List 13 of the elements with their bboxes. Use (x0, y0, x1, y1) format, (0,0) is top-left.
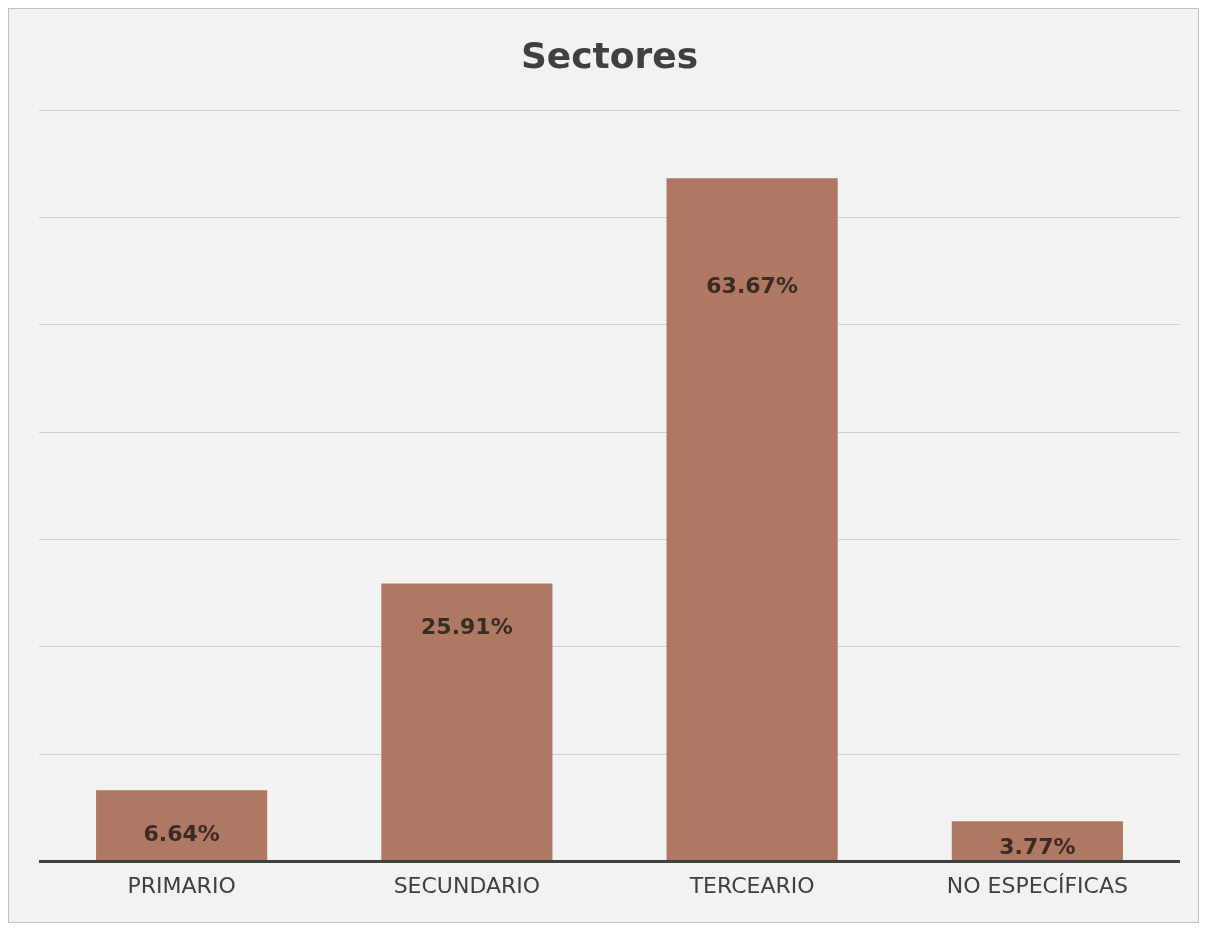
x-tick-label: TERCEARIO (688, 872, 815, 898)
x-tick-label: PRIMARIO (127, 872, 236, 898)
chart-title: Sectores (520, 34, 699, 76)
x-tick-label: SECUNDARIO (393, 872, 541, 898)
bar (666, 178, 838, 861)
data-label: 63.67% (706, 272, 798, 298)
bar (96, 790, 268, 861)
data-label: 3.77% (999, 833, 1076, 859)
x-tick-label: NO ESPECÍFICAS (946, 872, 1128, 898)
bar (381, 583, 553, 861)
data-label: 25.91% (421, 614, 513, 640)
bar (951, 821, 1123, 861)
data-label: 6.64% (143, 821, 220, 847)
